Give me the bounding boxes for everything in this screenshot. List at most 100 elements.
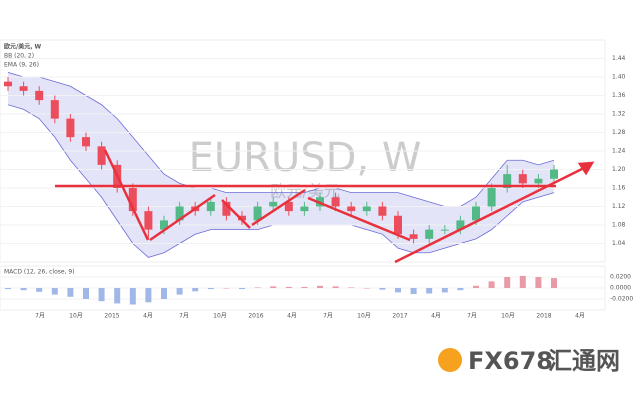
macd-bar [145,288,152,303]
macd-bar [161,288,167,299]
macd-bar [270,286,277,288]
macd-bar [114,288,121,304]
y-tick-label: 1.36 [612,92,626,99]
candle-body [300,206,309,212]
candle-body [440,229,449,231]
x-tick-label: 4月 [287,313,297,320]
legend-title: 欧元/美元, W [4,43,42,51]
candle-body [284,201,293,212]
legend-ema: EMA (9, 26) [4,62,39,69]
trend-arrow [251,188,306,227]
candle-body [269,201,278,207]
x-tick-label: 2015 [104,313,119,320]
macd-bar [457,288,464,291]
trend-arrow [103,149,150,241]
candle-body [175,206,184,221]
candle-body [362,206,371,212]
x-tick-label: 7月 [35,313,45,320]
candle-body [394,215,402,235]
x-tick-label: 4月 [575,313,585,320]
trend-arrow [394,163,591,264]
macd-bar [301,286,308,288]
candle-body [409,234,418,239]
trend-arrow [307,196,411,242]
candle-body [534,178,543,184]
macd-bar [519,275,526,288]
candle-body [82,137,90,147]
macd-bar [348,287,355,288]
macd-bar [441,288,448,293]
candle-body [238,215,246,221]
candle-body [518,174,527,184]
candle-body [487,188,496,207]
macd-bar [317,285,323,288]
macd-bar [395,288,401,293]
arrow-head [577,161,595,176]
macd-bar [473,285,479,288]
y-tick-label: 1.32 [612,111,626,118]
y-tick-label: 1.40 [612,74,626,81]
candle-body [378,206,387,216]
brand: FX678 [468,347,553,375]
x-tick-label: 2017 [392,313,407,320]
macd-bar [207,288,214,290]
candle-body [456,220,465,230]
candle-body [425,229,434,239]
macd-bar [98,288,105,302]
y-tick-label: 1.28 [612,129,626,136]
candle-body [550,169,558,179]
macd-bar [176,288,183,295]
x-tick-label: 7月 [323,313,333,320]
candle-body [50,100,59,119]
x-tick-label: 2016 [248,313,263,320]
macd-bar [551,278,557,288]
x-tick-label: 10月 [501,313,515,320]
x-tick-label: 10月 [357,313,371,320]
macd-bar [379,288,386,290]
macd-bar [239,288,245,290]
candle-body [19,86,28,91]
macd-bar [192,288,199,292]
macd-bar [36,288,43,292]
candle-body [347,206,356,212]
x-tick-label: 4月 [431,313,441,320]
y-tick-label: 0.0200 [610,274,631,281]
macd-bar [223,288,230,289]
macd-bar [285,286,292,288]
brand-icon [438,348,462,372]
x-tick-label: 10月 [69,313,83,320]
macd-bar [83,288,89,299]
macd-bar [410,288,417,295]
candle-body [160,220,168,230]
macd-bar [535,277,542,288]
x-tick-label: 10月 [213,313,227,320]
candle-body [206,201,215,212]
macd-bar [129,288,136,305]
candle-body [144,211,153,230]
macd-bar [504,277,511,288]
x-tick-label: 2018 [536,313,551,320]
candle-body [472,206,480,221]
y-tick-label: -0.0200 [610,296,633,303]
macd-bar [67,288,74,297]
candle-body [253,206,262,221]
candle-body [222,201,231,216]
legend-macd: MACD (12, 26, close, 9) [4,269,75,276]
y-tick-label: 1.16 [612,185,626,192]
macd-bar [5,288,11,290]
y-tick-label: 0.0000 [610,285,631,292]
trend-arrow [149,193,216,242]
candle-body [128,188,137,212]
y-tick-label: 1.24 [612,148,626,155]
watermark: EURUSD, W [189,135,422,181]
candle-body [35,90,44,101]
candle-body [503,174,512,188]
y-tick-label: 1.12 [612,203,626,210]
macd-bar [363,288,370,289]
x-tick-label: 7月 [467,313,477,320]
macd-bar [488,281,495,288]
band-line [7,71,555,207]
y-tick-label: 1.04 [612,240,626,247]
